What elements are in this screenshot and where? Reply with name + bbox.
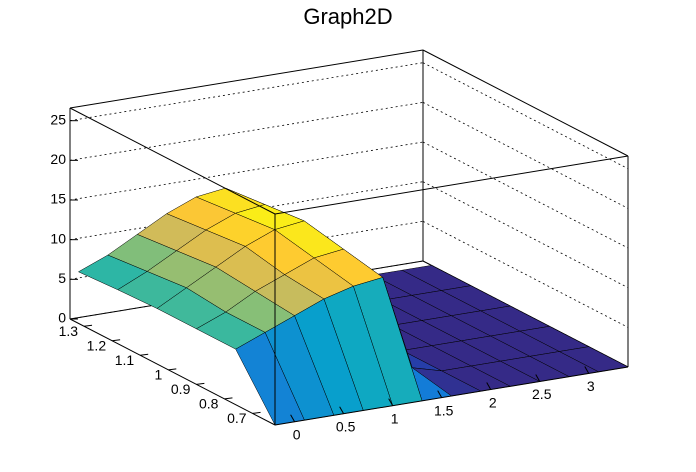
y-tick [83,324,93,327]
x-tick-label: 0 [293,426,301,442]
x-tick-label: 1.5 [434,402,454,418]
box-edge [69,318,276,426]
z-tick-label: 15 [50,191,66,207]
box-edge [69,107,276,215]
x-tick-label: 1 [391,410,399,426]
y-tick-label: 0.8 [199,396,219,412]
grid-line [69,62,424,122]
y-tick-label: 0.9 [171,381,191,397]
z-tick-label: 10 [50,230,66,246]
z-tick-label: 0 [58,310,66,326]
grid-line [69,101,424,161]
grid-line [422,141,629,249]
y-tick [252,411,261,414]
x-tick-label: 0.5 [336,418,356,434]
grid-line [422,220,629,328]
y-tick [112,339,121,342]
grid-line [422,181,629,289]
y-tick [224,397,233,400]
x-tick [290,414,296,423]
x-tick [535,374,541,382]
box-edge [274,366,629,426]
box-edge [69,49,424,109]
y-tick-label: 0.7 [227,410,247,426]
x-tick [339,406,345,414]
grid-line [69,141,424,201]
x-tick [437,390,443,398]
chart-title: Graph2D [303,4,392,29]
x-tick [584,366,590,374]
x-tick-label: 2.5 [532,386,552,402]
z-tick-label: 5 [58,270,66,286]
z-tick-label: 20 [50,151,66,167]
y-tick [168,368,177,371]
y-tick-label: 1.3 [59,323,79,339]
x-tick-label: 3 [587,378,595,394]
x-tick-label: 2 [489,394,497,410]
z-tick-label: 25 [50,111,66,127]
box-edge [422,49,629,157]
x-tick [388,398,394,406]
y-tick [140,353,149,356]
y-tick-label: 1.2 [87,337,107,353]
y-tick-label: 1.1 [115,352,135,368]
grid-line [422,101,629,209]
x-tick [486,382,492,390]
y-tick [196,382,205,385]
box-edge [274,155,629,215]
y-tick-label: 1 [154,367,162,383]
grid-line [422,62,629,170]
